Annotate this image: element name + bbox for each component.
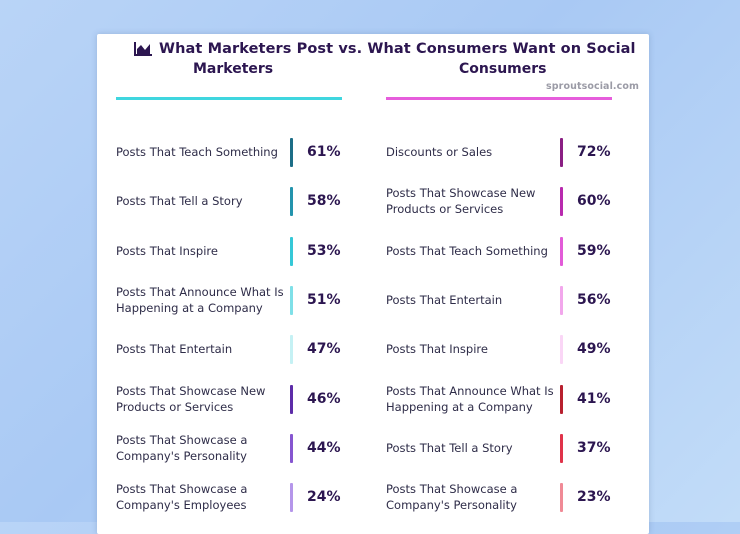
marketers-item-label: Posts That Announce What Is Happening at… [116, 285, 284, 315]
consumers-item-bar [560, 186, 563, 216]
marketers-item-bar [290, 236, 293, 266]
consumers-item-value: 60% [577, 193, 611, 209]
marketers-row: Posts That Showcase a Company's Employee… [116, 477, 341, 517]
marketers-item-value: 24% [307, 489, 341, 505]
consumers-item-label: Posts That Announce What Is Happening at… [386, 384, 554, 414]
consumers-row: Posts That Inspire 49% [386, 329, 611, 369]
title-row: What Marketers Post vs. What Consumers W… [134, 38, 636, 60]
consumers-row: Posts That Showcase New Products or Serv… [386, 181, 611, 221]
consumers-row: Posts That Tell a Story 37% [386, 428, 611, 468]
consumers-header: Consumers [459, 61, 547, 77]
marketers-row: Posts That Tell a Story 58% [116, 181, 341, 221]
consumers-item-value: 59% [577, 243, 611, 259]
marketers-item-bar [290, 482, 293, 512]
consumers-item-bar [560, 384, 563, 414]
infographic-card: What Marketers Post vs. What Consumers W… [97, 34, 649, 534]
marketers-row: Posts That Inspire 53% [116, 231, 341, 271]
consumers-item-value: 49% [577, 341, 611, 357]
marketers-item-value: 51% [307, 292, 341, 308]
marketers-item-label: Posts That Teach Something [116, 145, 278, 159]
marketers-header: Marketers [193, 61, 274, 77]
consumers-item-label: Posts That Teach Something [386, 244, 548, 258]
marketers-item-value: 53% [307, 243, 341, 259]
marketers-row: Posts That Teach Something 61% [116, 132, 341, 172]
marketers-item-bar [290, 285, 293, 315]
consumers-row: Posts That Announce What Is Happening at… [386, 379, 611, 419]
consumers-item-value: 41% [577, 391, 611, 407]
marketers-row: Posts That Entertain 47% [116, 329, 341, 369]
marketers-row: Posts That Announce What Is Happening at… [116, 280, 341, 320]
chart-title: What Marketers Post vs. What Consumers W… [159, 41, 636, 57]
consumers-row: Discounts or Sales 72% [386, 132, 611, 172]
marketers-item-value: 46% [307, 391, 341, 407]
marketers-item-value: 47% [307, 341, 341, 357]
consumers-item-label: Posts That Tell a Story [386, 441, 513, 455]
marketers-row: Posts That Showcase a Company's Personal… [116, 428, 341, 468]
consumers-item-bar [560, 137, 563, 167]
marketers-item-label: Posts That Entertain [116, 342, 233, 356]
marketers-item-value: 58% [307, 193, 341, 209]
marketers-item-label: Posts That Inspire [116, 244, 218, 258]
marketers-item-label: Posts That Showcase a Company's Employee… [116, 482, 248, 512]
marketers-item-value: 61% [307, 144, 341, 160]
consumers-row: Posts That Teach Something 59% [386, 231, 611, 271]
marketers-header-line [116, 97, 342, 100]
consumers-item-bar [560, 285, 563, 315]
marketers-item-bar [290, 186, 293, 216]
consumers-item-bar [560, 236, 563, 266]
marketers-item-bar [290, 384, 293, 414]
consumers-item-value: 72% [577, 144, 611, 160]
marketers-row: Posts That Showcase New Products or Serv… [116, 379, 341, 419]
consumers-row: Posts That Entertain 56% [386, 280, 611, 320]
marketers-item-bar [290, 137, 293, 167]
consumers-item-value: 37% [577, 440, 611, 456]
consumers-item-bar [560, 482, 563, 512]
marketers-item-value: 44% [307, 440, 341, 456]
consumers-item-label: Posts That Showcase a Company's Personal… [386, 482, 518, 512]
chart-icon [134, 42, 152, 56]
consumers-item-value: 23% [577, 489, 611, 505]
marketers-item-bar [290, 433, 293, 463]
consumers-item-bar [560, 334, 563, 364]
consumers-item-bar [560, 433, 563, 463]
consumers-item-label: Discounts or Sales [386, 145, 493, 159]
consumers-row: Posts That Showcase a Company's Personal… [386, 477, 611, 517]
marketers-item-label: Posts That Showcase New Products or Serv… [116, 384, 266, 414]
consumers-item-label: Posts That Inspire [386, 342, 488, 356]
consumers-item-value: 56% [577, 292, 611, 308]
consumers-item-label: Posts That Entertain [386, 293, 503, 307]
marketers-item-label: Posts That Showcase a Company's Personal… [116, 433, 248, 463]
marketers-item-label: Posts That Tell a Story [116, 194, 243, 208]
marketers-item-bar [290, 334, 293, 364]
consumers-item-label: Posts That Showcase New Products or Serv… [386, 186, 536, 216]
sproutsocial-brand: sproutsocial.com [546, 81, 639, 92]
consumers-header-line [386, 97, 612, 100]
